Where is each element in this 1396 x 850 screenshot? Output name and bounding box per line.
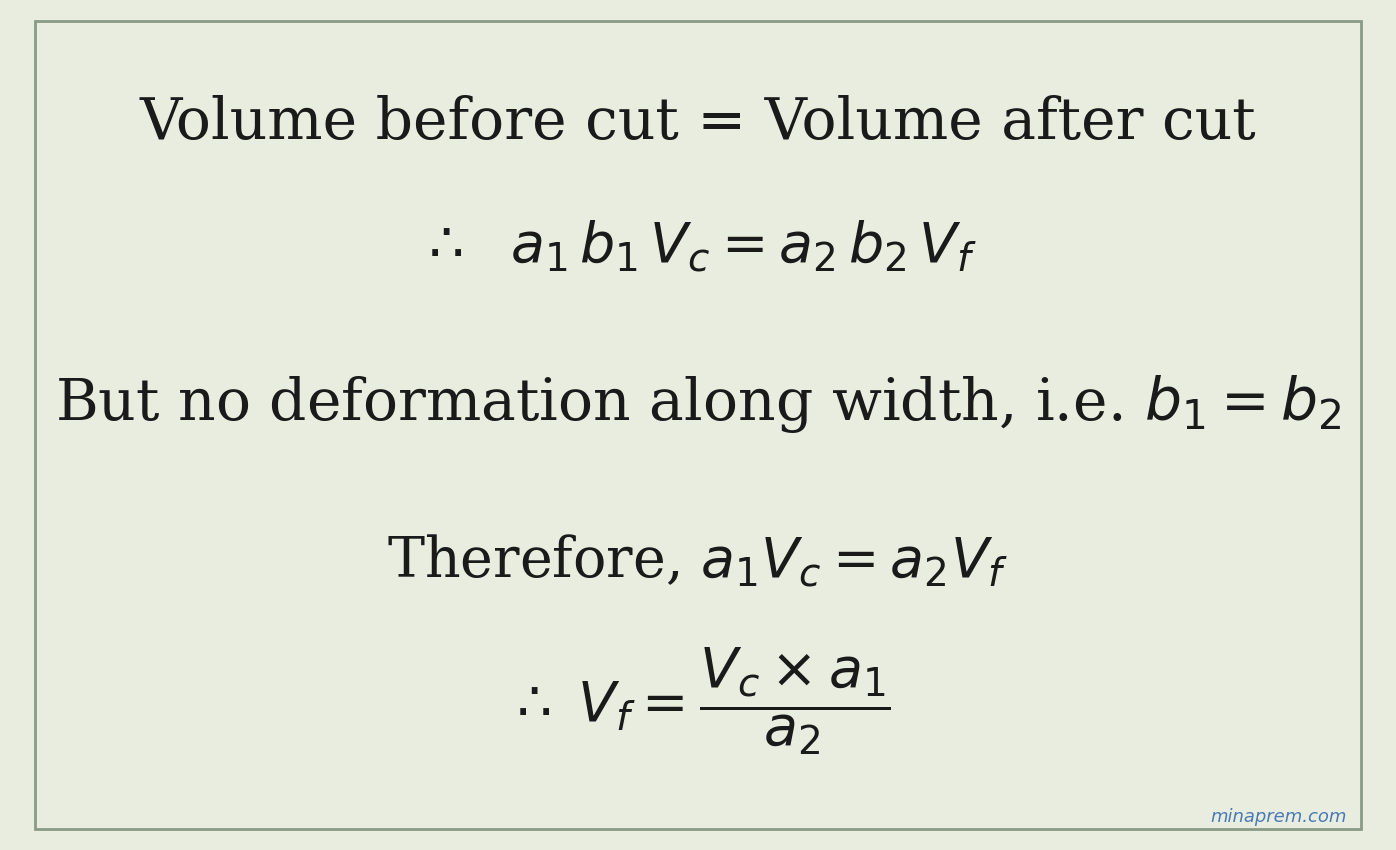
Text: Therefore, $a_1 V_c = a_2 V_f$: Therefore, $a_1 V_c = a_2 V_f$ xyxy=(387,533,1009,589)
Text: But no deformation along width, i.e. $b_1 = b_2$: But no deformation along width, i.e. $b_… xyxy=(54,373,1342,434)
Text: Volume before cut = Volume after cut: Volume before cut = Volume after cut xyxy=(140,95,1256,151)
Text: minaprem.com: minaprem.com xyxy=(1210,808,1347,826)
Text: $\therefore\;  V_f = \dfrac{V_c \times a_1}{a_2}$: $\therefore\; V_f = \dfrac{V_c \times a_… xyxy=(505,645,891,757)
Text: $\therefore$  $a_1\, b_1\, V_c = a_2\, b_2\, V_f$: $\therefore$ $a_1\, b_1\, V_c = a_2\, b_… xyxy=(419,219,977,274)
